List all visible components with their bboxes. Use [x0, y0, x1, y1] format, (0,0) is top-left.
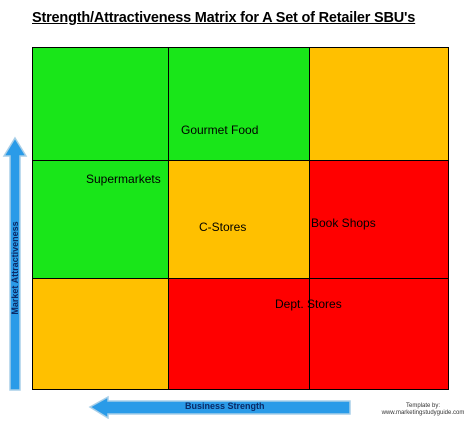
credit-line-1: Template by: [405, 403, 441, 409]
cell-r2-c2 [168, 160, 311, 280]
template-credit: Template by: www.marketingstudyguide.com [375, 403, 471, 417]
sbu-supermarkets: Supermarkets [86, 172, 161, 186]
cell-r2-c3 [309, 160, 449, 280]
x-axis-label: Business Strength [185, 401, 265, 411]
sbu-book-shops: Book Shops [311, 216, 376, 230]
cell-r1-c3 [309, 47, 449, 162]
sbu-gourmet-food: Gourmet Food [181, 123, 259, 137]
up-arrow-icon [2, 136, 28, 391]
cell-r3-c2 [168, 278, 311, 390]
left-arrow-icon [88, 395, 351, 419]
cell-r3-c1 [32, 278, 170, 390]
y-axis-label: Market Attractiveness [10, 221, 20, 315]
sbu-c-stores: C-Stores [199, 220, 247, 234]
cell-r3-c3 [309, 278, 449, 390]
cell-r2-c1 [32, 160, 170, 280]
cell-r1-c2 [168, 47, 311, 162]
sbu-dept-stores: Dept. Stores [275, 297, 342, 311]
credit-line-2: www.marketingstudyguide.com [381, 410, 465, 416]
matrix-title: Strength/Attractiveness Matrix for A Set… [32, 10, 416, 26]
cell-r1-c1 [32, 47, 170, 162]
